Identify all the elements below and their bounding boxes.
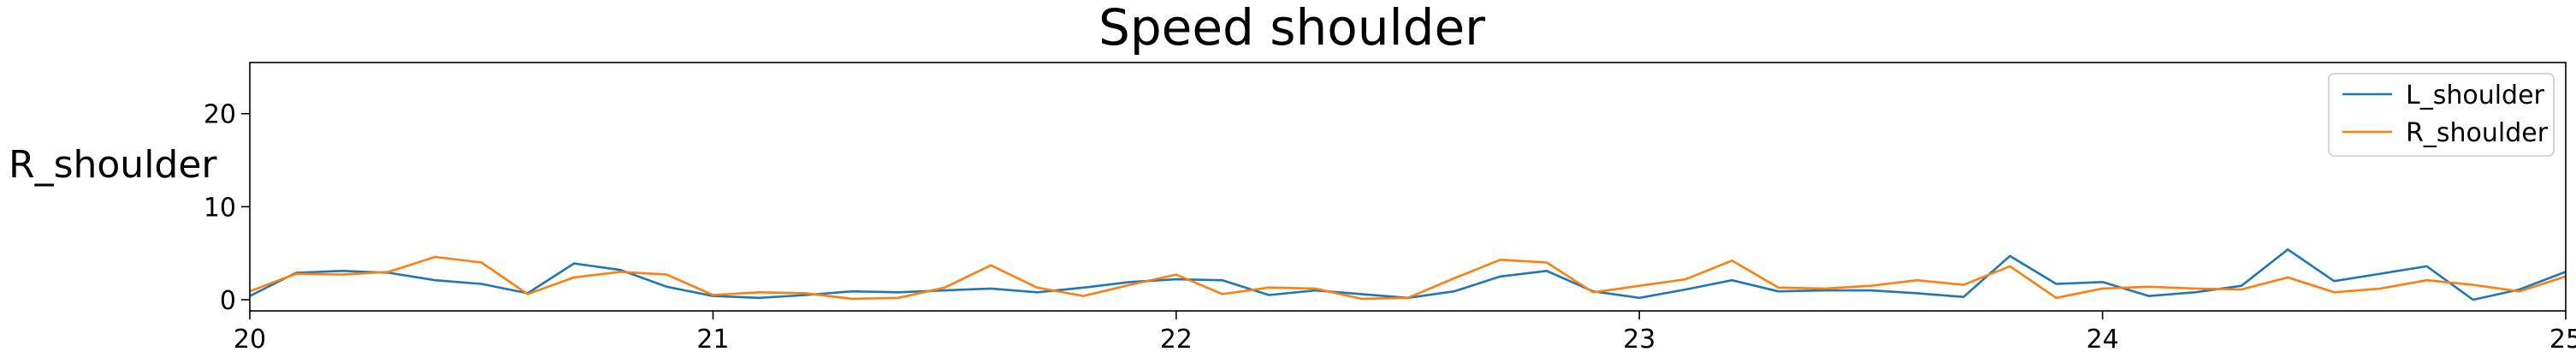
y-tick-label: 10 (204, 193, 236, 223)
legend: L_shoulder R_shoulder (2328, 73, 2555, 157)
legend-label-r-shoulder: R_shoulder (2406, 118, 2549, 148)
series-line-r-shoulder (249, 255, 2567, 301)
x-tick-label: 23 (1623, 325, 1655, 352)
x-axis-ticks: 20 21 22 23 24 25 (234, 311, 2576, 352)
chart-title: Speed shoulder (1099, 0, 1485, 57)
x-tick-label: 24 (2087, 325, 2119, 352)
y-axis-ticks: 0 10 20 (204, 100, 250, 316)
y-axis-label: R_shoulder (9, 143, 217, 187)
series-layer (249, 248, 2567, 301)
plot-frame (249, 62, 2567, 312)
plot-area (249, 62, 2567, 312)
legend-label-l-shoulder: L_shoulder (2406, 81, 2545, 110)
x-tick-label: 21 (696, 325, 729, 352)
y-tick-label: 0 (220, 286, 236, 316)
y-tick-label: 20 (204, 100, 236, 130)
x-tick-label: 22 (1160, 325, 1193, 352)
x-tick-label: 25 (2549, 325, 2576, 352)
x-tick-label: 20 (234, 325, 266, 352)
